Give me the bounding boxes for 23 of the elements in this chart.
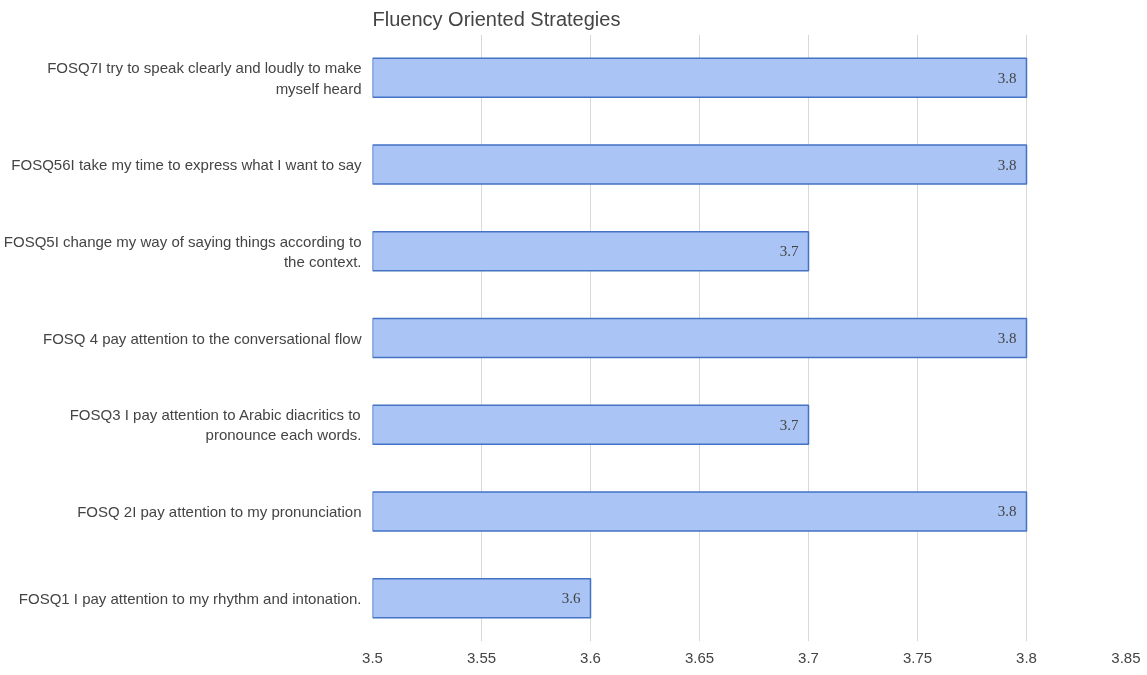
x-tick-label: 3.7 [798, 648, 819, 666]
x-tick-label: 3.6 [580, 648, 601, 666]
data-label: 3.6 [561, 590, 581, 607]
data-label: 3.7 [779, 243, 799, 260]
x-tick-label: 3.75 [902, 648, 933, 666]
x-tick-label: 3.5 [362, 648, 383, 666]
data-label: 3.8 [997, 503, 1017, 520]
chart-title: Fluency Oriented Strategies [372, 7, 621, 30]
y-tick-label: FOSQ1 I pay attention to my rhythm and intonation. [18, 589, 362, 607]
data-label: 3.8 [997, 156, 1017, 173]
y-tick-label: FOSQ3 I pay attention to Arabic diacritics to pronounce each words. [69, 406, 362, 444]
x-tick-label: 3.55 [466, 648, 497, 666]
x-tick-label: 3.85 [1111, 648, 1141, 666]
x-tick-label: 3.8 [1016, 648, 1037, 666]
data-label: 3.8 [997, 69, 1017, 86]
y-tick-label: FOSQ56I take my time to express what I want to say [11, 156, 362, 174]
y-tick-label: FOSQ 2I pay attention to my pronunciation [77, 502, 362, 520]
x-tick-label: 3.65 [684, 648, 715, 666]
y-tick-label: FOSQ5I change my way of saying things according to the context. [3, 232, 362, 270]
y-tick-label: FOSQ7I try to speak clearly and loudly to make myself heard [47, 59, 362, 97]
y-tick-label: FOSQ 4 pay attention to the conversational flow [42, 329, 362, 347]
data-label: 3.8 [997, 330, 1017, 346]
data-label: 3.7 [779, 416, 799, 433]
